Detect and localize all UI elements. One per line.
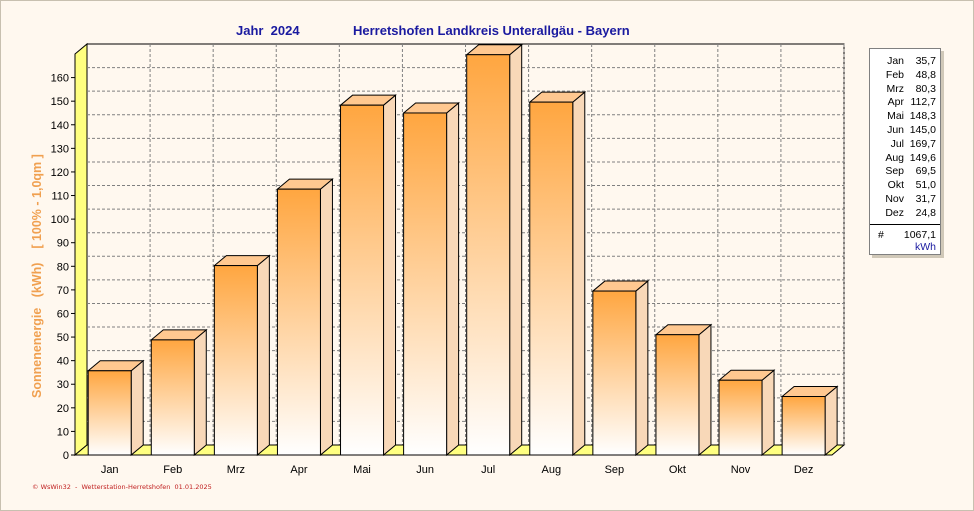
bar-side — [698, 323, 712, 457]
footer-copyright: © WsWin32 - Wetterstation-Herretshofen 0… — [32, 483, 212, 491]
y-tick-label: 30 — [57, 379, 69, 391]
bar — [213, 265, 258, 456]
legend-row: Apr 112,7 — [870, 96, 940, 110]
bar-side — [761, 369, 775, 457]
x-tick-label: Mrz — [227, 464, 245, 476]
bar-side — [130, 359, 144, 457]
legend-value: 145,0 — [909, 123, 936, 136]
chart-title: Herretshofen Landkreis Unterallgäu - Bay… — [353, 23, 630, 38]
legend-month: Sep — [885, 165, 904, 178]
legend-month: Aug — [885, 151, 904, 164]
bar — [340, 104, 385, 456]
y-tick-label: 10 — [57, 426, 69, 438]
x-tick-label: Mai — [353, 464, 371, 476]
legend-row: Jan 35,7 — [870, 55, 940, 69]
bar-side — [824, 385, 838, 457]
x-tick-label: Aug — [541, 464, 561, 476]
x-tick-label: Apr — [290, 464, 307, 476]
bar-side — [509, 43, 523, 457]
y-tick-label: 150 — [51, 96, 69, 108]
legend-row: Okt 51,0 — [870, 179, 940, 193]
bar — [718, 379, 763, 456]
bar — [466, 54, 511, 456]
legend-row: Dez 24,8 — [870, 207, 940, 221]
bar — [403, 112, 448, 456]
legend-separator — [870, 224, 940, 225]
legend-row: Jul 169,7 — [870, 138, 940, 152]
legend-row: Sep 69,5 — [870, 165, 940, 179]
bar-side — [572, 91, 586, 457]
y-tick-label: 70 — [57, 285, 69, 297]
bar-side — [635, 279, 649, 457]
legend-value: 112,7 — [910, 96, 937, 109]
y-tick-label: 0 — [63, 450, 69, 462]
y-tick-label: 120 — [51, 167, 69, 179]
y-tick-label: 40 — [57, 356, 69, 368]
bar-side — [446, 101, 460, 457]
x-tick-label: Nov — [731, 464, 751, 476]
legend-row: Mrz 80,3 — [870, 83, 940, 97]
legend-month: Apr — [887, 96, 904, 109]
legend-value: 35,7 — [915, 55, 936, 67]
legend-month: Mai — [887, 110, 904, 123]
x-tick-label: Sep — [605, 464, 625, 476]
x-tick-label: Jan — [101, 464, 119, 476]
legend-value: 48,8 — [915, 68, 936, 81]
legend-row: Feb 48,8 — [870, 69, 940, 83]
y-tick-label: 50 — [57, 332, 69, 344]
legend-row: Aug 149,6 — [870, 152, 940, 166]
legend-month: Jan — [887, 55, 904, 67]
y-tick-label: 100 — [51, 214, 69, 226]
legend-value: 80,3 — [915, 82, 936, 95]
y-tick-label: 110 — [51, 191, 69, 203]
legend-value: 149,6 — [909, 151, 936, 164]
bar-side — [256, 254, 270, 457]
left-wall — [74, 42, 88, 457]
y-tick-label: 140 — [51, 120, 69, 132]
legend-value: 24,8 — [915, 206, 936, 219]
bar — [529, 101, 574, 456]
legend-value: 51,0 — [915, 179, 936, 192]
x-tick-label: Dez — [794, 464, 814, 476]
y-tick-label: 80 — [57, 261, 69, 273]
bar — [592, 290, 637, 456]
legend-total-value: 1067,1 — [903, 229, 936, 241]
legend-row: Jun 145,0 — [870, 124, 940, 138]
x-tick-label: Jun — [416, 464, 434, 476]
x-tick-label: Jul — [481, 464, 495, 476]
chart-title-year: Jahr 2024 — [236, 23, 300, 38]
bar — [781, 396, 826, 456]
legend-month: Okt — [887, 179, 904, 192]
legend-month: Mrz — [886, 82, 905, 95]
legend-value: 69,5 — [915, 165, 936, 178]
legend-month: Jun — [887, 123, 904, 136]
legend-row: Nov 31,7 — [870, 193, 940, 207]
legend-total-symbol: # — [878, 229, 884, 241]
legend-value: 148,3 — [909, 110, 936, 123]
y-tick-label: 20 — [57, 403, 69, 415]
bar-side — [383, 94, 397, 457]
y-tick-label: 160 — [51, 73, 69, 85]
x-tick-label: Okt — [669, 464, 686, 476]
legend-row: Mai 148,3 — [870, 110, 940, 124]
y-tick-label: 90 — [57, 238, 69, 250]
legend-month: Dez — [885, 206, 904, 219]
bar-side — [193, 328, 207, 457]
x-tick-label: Feb — [163, 464, 182, 476]
bar-side — [319, 178, 333, 457]
legend-month: Feb — [885, 68, 904, 81]
y-tick-label: 60 — [57, 308, 69, 320]
bar — [87, 370, 132, 456]
legend-value: 169,7 — [909, 137, 936, 150]
legend-value: 31,7 — [915, 192, 936, 205]
y-tick-label: 130 — [51, 143, 69, 155]
legend-box: Jan 35,7 Feb 48,8 Mrz 80,3 Apr 112,7 Mai 148,3 Jun… — [869, 48, 941, 255]
legend-month: Nov — [885, 192, 904, 205]
legend-unit: kWh — [915, 241, 936, 253]
bar — [150, 339, 195, 456]
bar — [276, 188, 321, 456]
legend-month: Jul — [890, 137, 904, 150]
bar — [655, 334, 700, 456]
